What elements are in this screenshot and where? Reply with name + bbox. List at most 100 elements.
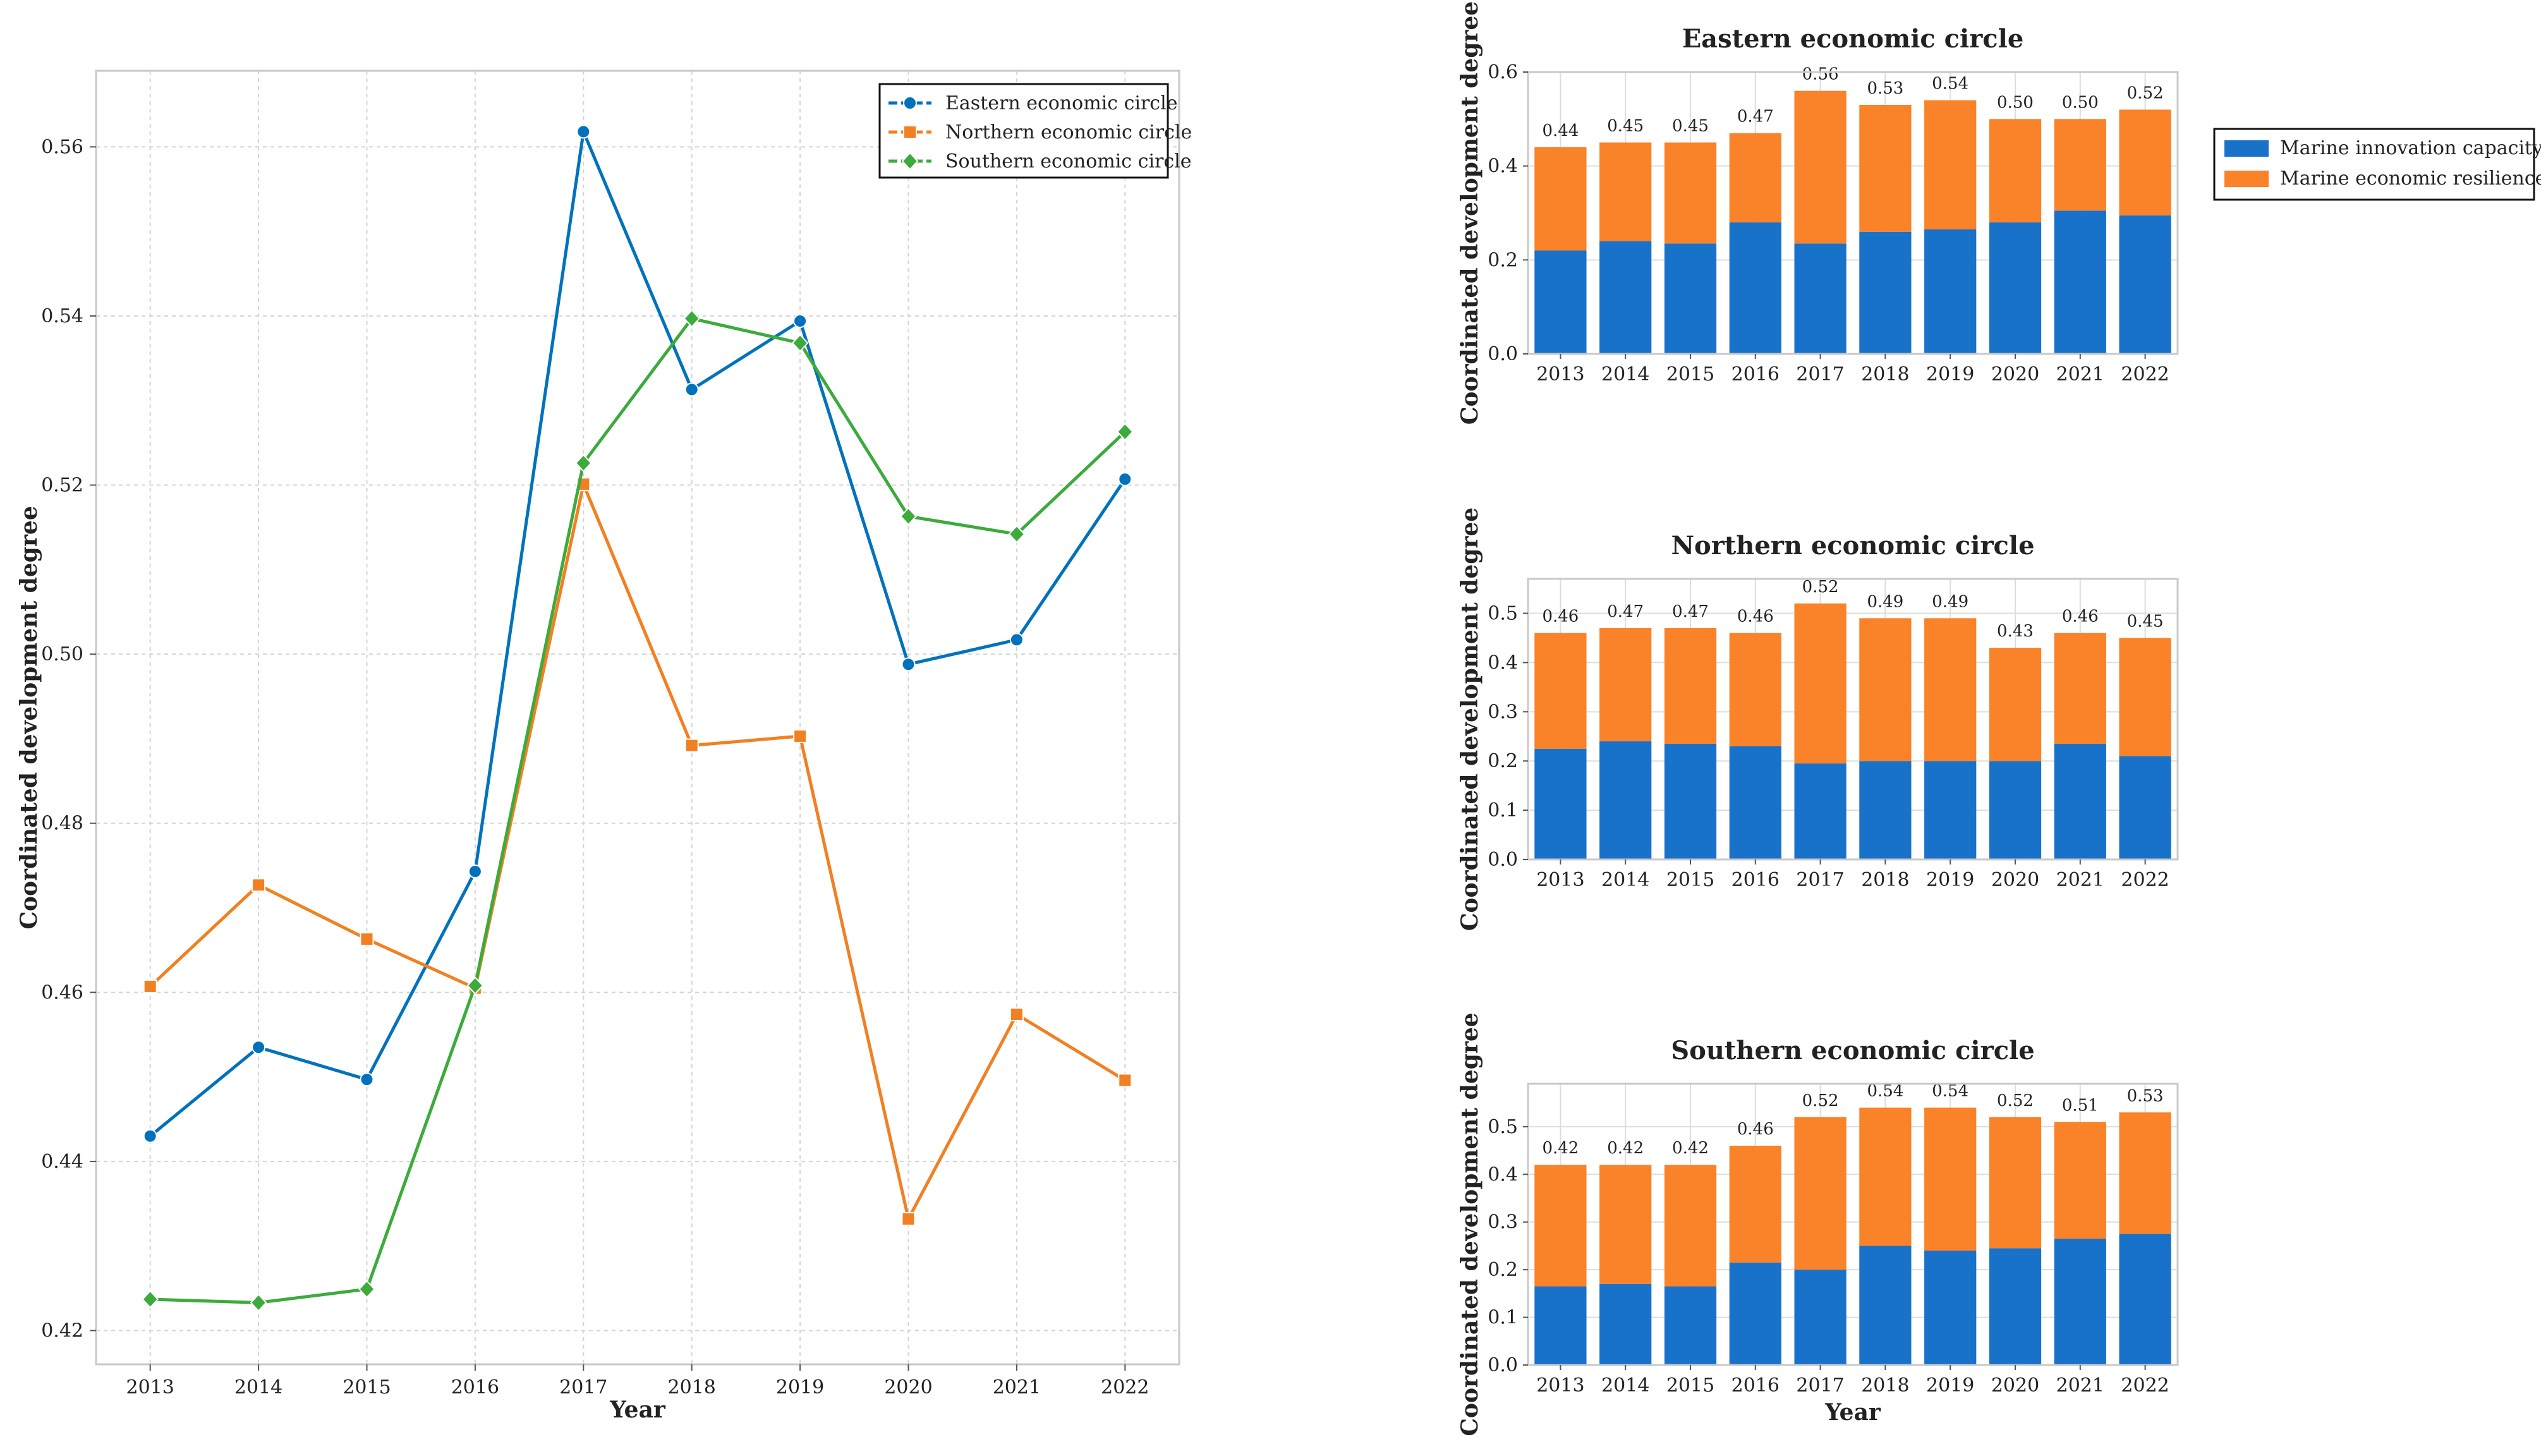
bar-innovation-capacity bbox=[1924, 761, 1977, 859]
x-tick-label: 2022 bbox=[2121, 869, 2169, 891]
x-tick-label: 2020 bbox=[884, 1376, 932, 1398]
x-tick-label: 2021 bbox=[2056, 869, 2104, 891]
bar-innovation-capacity bbox=[1859, 1246, 1912, 1365]
plot-frame bbox=[1527, 71, 2179, 355]
bar-innovation-capacity bbox=[1664, 243, 1717, 354]
x-tick-label: 2017 bbox=[1796, 869, 1844, 891]
legend-label: Eastern economic circle bbox=[945, 92, 1177, 114]
y-tick-label: 0.0 bbox=[1488, 1354, 1518, 1376]
x-tick-label: 2018 bbox=[668, 1376, 716, 1398]
bar-innovation-capacity bbox=[1534, 250, 1587, 354]
bar-total-label: 0.50 bbox=[2062, 93, 2099, 112]
chart-title: Northern economic circle bbox=[1671, 531, 2034, 561]
bar-economic-resilience bbox=[1794, 603, 1847, 764]
bar-chart-southern: 0.42 0.42 0.42 0.46 0.52 0.54 0.54 0.52 0.51 0.53… bbox=[1457, 1012, 2179, 1436]
bar-innovation-capacity bbox=[1534, 748, 1587, 859]
x-tick-label: 2014 bbox=[234, 1376, 282, 1398]
bar-total-label: 0.44 bbox=[1542, 121, 1579, 140]
bar-innovation-capacity bbox=[1859, 231, 1912, 354]
legend-label: Southern economic circle bbox=[945, 150, 1192, 173]
y-tick-label: 0.2 bbox=[1488, 1259, 1518, 1281]
y-tick-label: 0.4 bbox=[1488, 652, 1518, 674]
x-tick-label: 2020 bbox=[1991, 363, 2039, 385]
data-point bbox=[576, 124, 591, 139]
data-point bbox=[901, 1211, 916, 1226]
y-tick-label: 0.3 bbox=[1488, 1211, 1518, 1234]
data-point bbox=[684, 382, 699, 397]
data-point bbox=[1118, 472, 1132, 487]
bar-total-label: 0.46 bbox=[1737, 1120, 1774, 1139]
x-tick-label: 2018 bbox=[1861, 363, 1909, 385]
bar-economic-resilience bbox=[1729, 133, 1781, 222]
y-tick-label: 0.1 bbox=[1488, 1307, 1518, 1329]
x-tick-label: 2013 bbox=[126, 1376, 174, 1398]
bar-economic-resilience bbox=[2119, 638, 2171, 756]
bar-economic-resilience bbox=[1729, 633, 1781, 746]
bar-economic-resilience bbox=[1534, 147, 1587, 251]
bar-innovation-capacity bbox=[2119, 1234, 2171, 1365]
data-point bbox=[250, 1293, 267, 1312]
x-tick-label: 2013 bbox=[1536, 363, 1584, 385]
x-tick-label: 2014 bbox=[1601, 869, 1649, 891]
bar-innovation-capacity bbox=[1989, 222, 2042, 354]
x-tick-label: 2016 bbox=[451, 1376, 499, 1398]
x-tick-label: 2018 bbox=[1861, 1374, 1909, 1397]
x-tick-label: 2017 bbox=[1796, 1374, 1844, 1397]
x-tick-label: 2019 bbox=[776, 1376, 824, 1398]
legend-swatch bbox=[2224, 171, 2269, 187]
bar-economic-resilience bbox=[1534, 1165, 1587, 1287]
bar-innovation-capacity bbox=[2054, 210, 2106, 354]
bar-innovation-capacity bbox=[1599, 241, 1652, 354]
data-point bbox=[900, 507, 917, 526]
bar-economic-resilience bbox=[1664, 628, 1717, 744]
x-tick-label: 2021 bbox=[2056, 363, 2104, 385]
series-line bbox=[149, 478, 1126, 1224]
bar-total-label: 0.42 bbox=[1542, 1139, 1579, 1158]
bar-total-label: 0.47 bbox=[1737, 107, 1774, 126]
bar-innovation-capacity bbox=[1794, 763, 1847, 859]
bar-economic-resilience bbox=[2054, 633, 2106, 744]
bar-economic-resilience bbox=[1664, 1165, 1717, 1287]
x-tick-label: 2021 bbox=[2056, 1374, 2104, 1397]
bar-total-label: 0.47 bbox=[1607, 602, 1644, 621]
bar-economic-resilience bbox=[2054, 1122, 2106, 1239]
bar-economic-resilience bbox=[1729, 1146, 1781, 1263]
data-point bbox=[793, 729, 808, 743]
y-tick-label: 0.50 bbox=[41, 643, 83, 665]
bar-total-label: 0.43 bbox=[1997, 622, 2034, 641]
y-axis-label: Coordinated development degree bbox=[1457, 507, 1483, 931]
plot-frame bbox=[1527, 1083, 2179, 1366]
legend-label: Marine innovation capacity bbox=[2280, 137, 2541, 159]
bar-total-label: 0.49 bbox=[1867, 592, 1903, 611]
bar-total-label: 0.54 bbox=[1867, 1082, 1903, 1101]
bar-innovation-capacity bbox=[2054, 1239, 2106, 1365]
series-line bbox=[150, 317, 1127, 1304]
y-tick-label: 0.44 bbox=[41, 1151, 83, 1173]
bar-economic-resilience bbox=[1924, 100, 1977, 230]
bar-chart-eastern: 0.44 0.45 0.45 0.47 0.56 0.53 0.54 0.50 0.50 0.52… bbox=[1457, 1, 2179, 425]
bar-innovation-capacity bbox=[1924, 1250, 1977, 1365]
y-tick-label: 0.6 bbox=[1488, 61, 1518, 83]
bar-innovation-capacity bbox=[1859, 761, 1912, 859]
data-point bbox=[252, 1040, 266, 1055]
x-tick-label: 2022 bbox=[1101, 1376, 1149, 1398]
bar-economic-resilience bbox=[1989, 1117, 2042, 1249]
bar-total-label: 0.42 bbox=[1607, 1139, 1644, 1158]
x-tick-label: 2020 bbox=[1991, 869, 2039, 891]
bar-total-label: 0.47 bbox=[1672, 602, 1709, 621]
bar-total-label: 0.46 bbox=[2062, 607, 2099, 626]
x-axis-label: Year bbox=[1824, 1399, 1881, 1426]
bar-economic-resilience bbox=[1989, 648, 2042, 761]
data-point bbox=[1116, 422, 1134, 441]
bar-economic-resilience bbox=[1859, 618, 1912, 761]
bar-innovation-capacity bbox=[1599, 741, 1652, 859]
bar-innovation-capacity bbox=[1989, 761, 2042, 859]
x-tick-label: 2019 bbox=[1926, 363, 1974, 385]
y-axis-label: Coordinated development degree bbox=[1457, 1, 1483, 425]
bar-total-label: 0.46 bbox=[1737, 607, 1774, 626]
bar-innovation-capacity bbox=[1924, 229, 1977, 354]
bar-innovation-capacity bbox=[1729, 746, 1781, 859]
x-tick-label: 2022 bbox=[2121, 363, 2169, 385]
x-tick-label: 2015 bbox=[1666, 363, 1714, 385]
